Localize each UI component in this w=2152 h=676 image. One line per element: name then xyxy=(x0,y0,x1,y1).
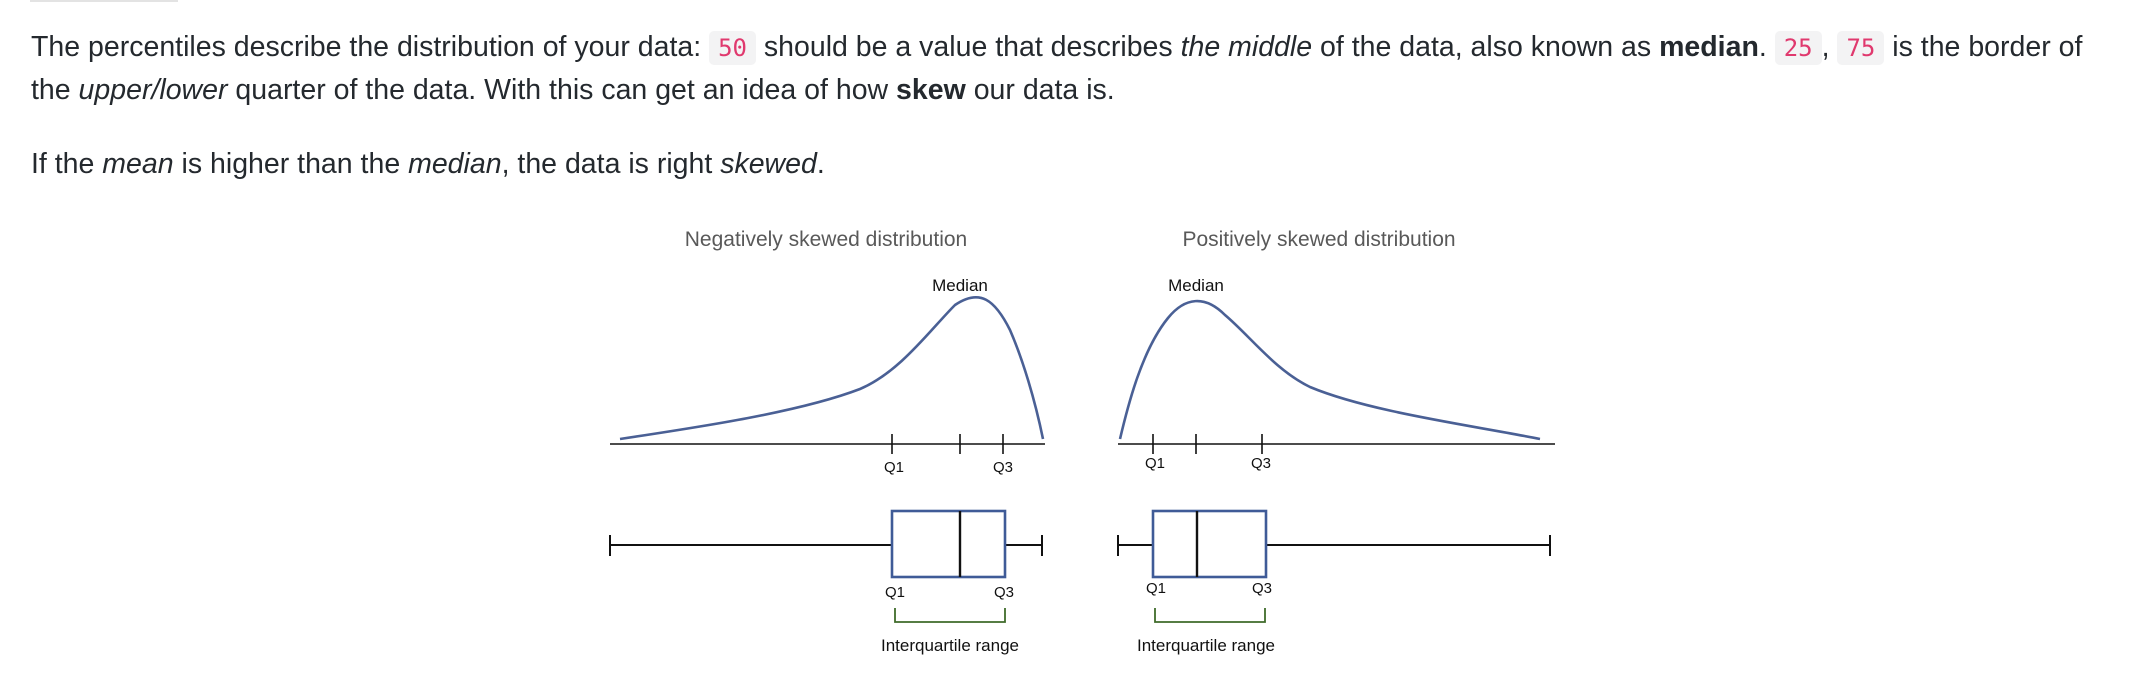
negative-skew-title: Negatively skewed distribution xyxy=(685,228,967,251)
positive-box-q3-label: Q3 xyxy=(1252,580,1272,597)
emphasis-upper-lower: upper/lower xyxy=(78,74,228,106)
code-25: 25 xyxy=(1774,31,1822,65)
emphasis-skewed: skewed xyxy=(720,148,817,180)
positive-box-q1-label: Q1 xyxy=(1146,580,1166,597)
emphasis-mean: mean xyxy=(102,148,174,180)
code-50: 50 xyxy=(709,31,756,65)
negative-skew-curve xyxy=(619,295,1045,441)
negative-iqr-box xyxy=(890,509,1007,579)
emphasis-the-middle: the middle xyxy=(1180,31,1313,63)
negative-iqr-bracket xyxy=(894,608,1006,623)
negative-curve-q3-label: Q3 xyxy=(993,459,1013,476)
positive-skew-panel: Positively skewed distribution Median Q1… xyxy=(1117,228,1555,655)
positive-curve-q1-label: Q1 xyxy=(1145,455,1165,472)
text-segment: our data is. xyxy=(973,74,1115,106)
percentiles-paragraph: The percentiles describe the distributio… xyxy=(31,26,2121,111)
negative-median-label: Median xyxy=(932,276,988,295)
text-segment: should be a value that describes xyxy=(763,31,1173,63)
text-segment: is higher than the xyxy=(181,148,401,180)
positive-median-label: Median xyxy=(1168,276,1224,295)
negative-curve-q1-label: Q1 xyxy=(884,459,904,476)
text-segment: , the data is right xyxy=(501,148,713,180)
bold-median: median xyxy=(1659,31,1759,63)
text-segment: The percentiles describe the distributio… xyxy=(31,31,702,63)
text-segment: is the border of the xyxy=(31,31,2083,106)
positive-curve-q3-label: Q3 xyxy=(1251,455,1271,472)
negative-skew-panel: Negatively skewed distribution Median Q1… xyxy=(609,228,1045,655)
text-segment: , xyxy=(1821,31,1830,63)
positive-skew-curve xyxy=(1118,299,1541,441)
positive-iqr-bracket xyxy=(1154,608,1266,623)
positive-iqr-label: Interquartile range xyxy=(1137,636,1275,655)
positive-skew-title: Positively skewed distribution xyxy=(1182,228,1455,251)
emphasis-median: median xyxy=(408,148,502,180)
negative-iqr-label: Interquartile range xyxy=(881,636,1019,655)
negative-box-q1-label: Q1 xyxy=(885,584,905,601)
bold-skew: skew xyxy=(896,74,966,106)
positive-iqr-box xyxy=(1151,509,1268,579)
code-75: 75 xyxy=(1837,31,1885,65)
top-divider xyxy=(30,0,178,2)
text-segment: quarter of the data. With this can get a… xyxy=(235,74,889,106)
text-segment: . xyxy=(816,148,825,180)
negative-box-q3-label: Q3 xyxy=(994,584,1014,601)
text-segment: of the data, also known as xyxy=(1320,31,1652,63)
mean-median-paragraph: If the mean is higher than the median, t… xyxy=(31,143,2121,185)
text-segment: If the xyxy=(31,148,95,180)
text-segment: . xyxy=(1758,31,1767,63)
